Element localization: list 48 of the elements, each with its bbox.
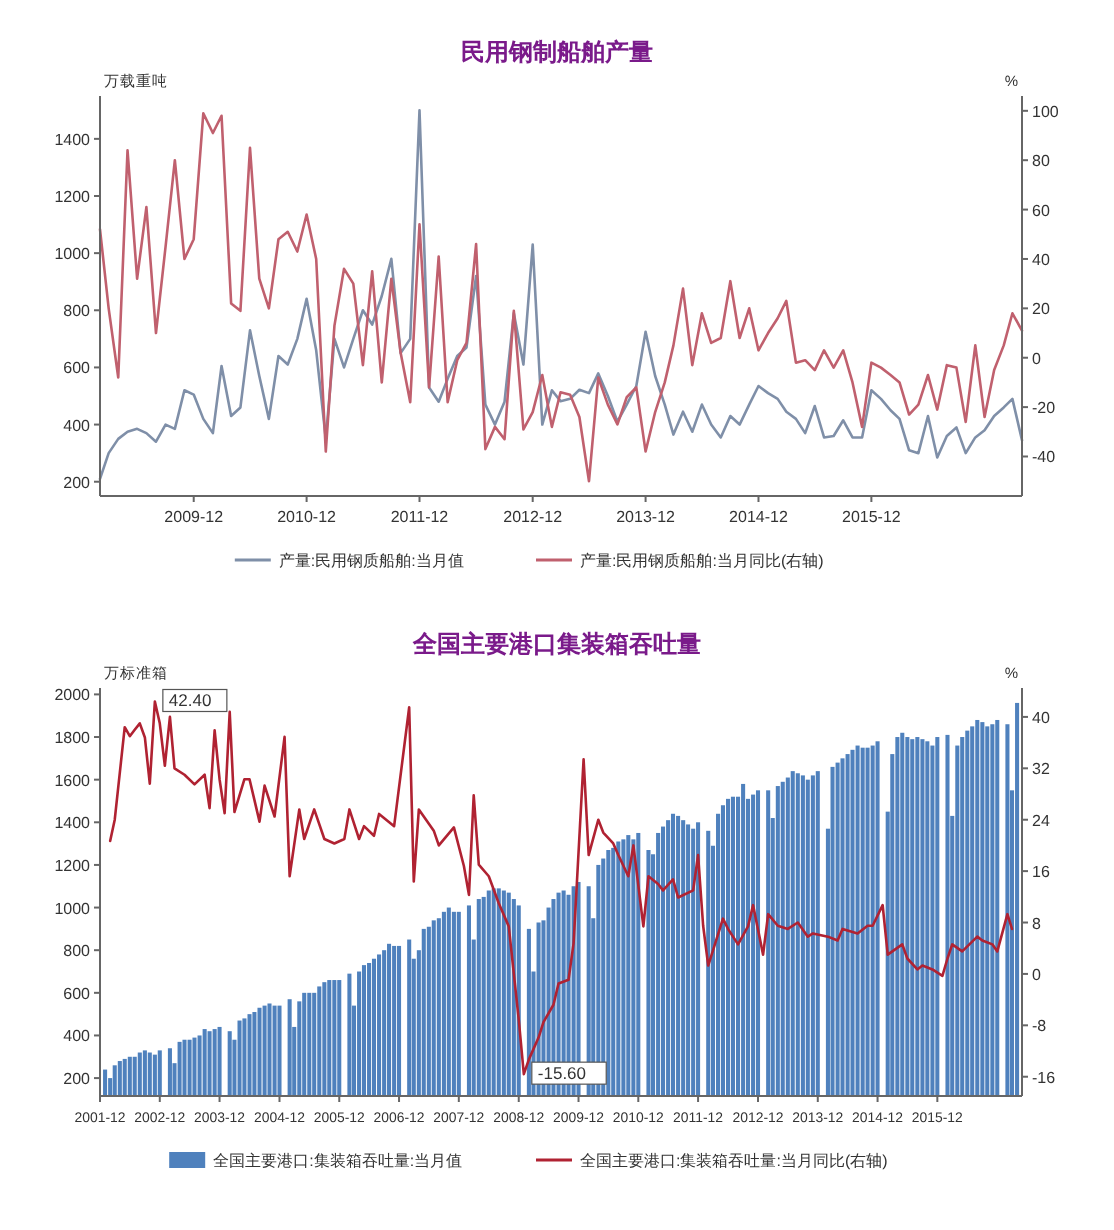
y2-tick-label: 40 [1032,708,1051,727]
y-tick-label: 800 [63,302,92,321]
y2-tick-label: -40 [1032,448,1057,467]
y-tick-label: 400 [63,416,92,435]
y2-tick-label: 8 [1032,914,1042,933]
x-tick-label: 2011-12 [390,508,450,526]
y2-tick-label: 16 [1032,863,1051,882]
x-tick-label: 2013-12 [616,508,677,526]
y-tick-label: 200 [63,1070,92,1089]
legend-label: 产量:民用钢质船舶:当月同比(右轴) [580,552,825,570]
x-tick-label: 2014-12 [729,508,789,526]
y-tick-label: 1800 [54,729,92,748]
y2-tick-label: 40 [1032,250,1051,269]
y2-tick-label: -20 [1032,399,1057,418]
y-tick-label: 1400 [54,814,92,833]
legend-label: 产量:民用钢质船舶:当月值 [278,552,464,570]
x-tick-label: 2009-12 [164,508,225,526]
y-tick-label: 1000 [54,899,92,918]
legend-label: 全国主要港口:集装箱吞吐量:当月同比(右轴) [580,1152,889,1170]
y2-tick-label: 100 [1032,102,1060,121]
y-tick-label: 400 [63,1027,92,1046]
y-tick-label: 1400 [54,130,92,149]
y2-tick-label: 20 [1032,300,1051,319]
x-tick-label: 2012-12 [503,508,564,526]
x-tick-label: 2010-12 [277,508,338,526]
y-tick-label: 600 [63,359,92,378]
x-tick-label: 2015-12 [842,508,902,526]
y-tick-label: 1600 [54,771,92,790]
y2-tick-label: 24 [1032,811,1051,830]
chart-title: 全国主要港口集装箱吞吐量 [411,630,701,658]
data-label: -15.60 [537,1063,587,1084]
y2-tick-label: 32 [1032,760,1051,779]
data-label: 42.40 [168,690,212,711]
y-tick-label: 1200 [54,188,92,206]
legend-label: 全国主要港口:集装箱吞吐量:当月值 [213,1152,463,1170]
y-tick-label: 800 [63,942,92,961]
y2-tick-label: -8 [1032,1017,1048,1036]
y-tick-label: 1000 [54,245,92,264]
chart-title: 民用钢制船舶产量 [461,38,653,66]
y-tick-label: 200 [63,473,92,492]
y2-tick-label: 80 [1032,152,1051,171]
y-tick-label: 600 [63,984,92,1003]
y2-tick-label: -16 [1032,1068,1057,1087]
y2-tick-label: 0 [1032,965,1042,984]
y2-tick-label: 60 [1032,201,1051,220]
y-tick-label: 2000 [54,686,92,705]
y2-tick-label: 0 [1032,349,1042,368]
y-tick-label: 1200 [54,856,92,875]
